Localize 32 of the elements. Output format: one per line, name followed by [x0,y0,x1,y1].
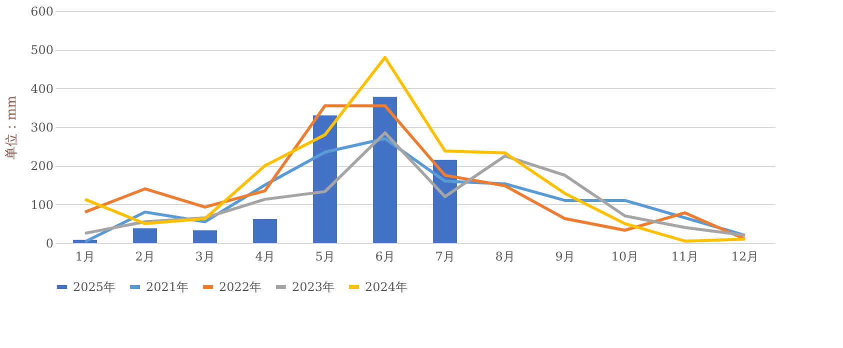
x-tick-label: 8月 [495,250,515,264]
y-tick-label: 300 [30,120,54,134]
y-axis-title: 单位：mm [4,96,20,160]
y-tick-label: 600 [30,4,54,18]
legend-label: 2022年 [219,280,262,294]
y-tick-label: 0 [46,236,54,250]
legend-label: 2025年 [73,280,116,294]
bar [313,115,337,243]
y-tick-label: 100 [30,198,54,212]
bar [193,230,217,243]
y-tick-label: 500 [30,43,54,58]
x-tick-label: 6月 [375,250,395,264]
bar [133,228,157,243]
x-tick-label: 1月 [75,250,95,264]
x-tick-label: 4月 [255,250,275,264]
bar [253,219,277,243]
x-tick-label: 7月 [435,250,455,264]
line-series [84,56,746,243]
y-tick-label: 400 [30,82,54,96]
line-series [84,104,746,241]
legend-label: 2024年 [365,280,408,294]
x-tick-label: 9月 [555,250,575,264]
legend-label: 2021年 [146,280,189,294]
x-tick-label: 2月 [135,250,155,264]
y-tick-label: 200 [30,159,54,174]
x-tick-label: 11月 [671,250,699,264]
x-tick-label: 12月 [731,250,759,264]
x-tick-label: 3月 [195,250,215,264]
x-tick-label: 5月 [315,250,335,264]
bar [373,96,397,243]
legend-label: 2023年 [292,280,335,294]
x-tick-label: 10月 [611,250,639,264]
